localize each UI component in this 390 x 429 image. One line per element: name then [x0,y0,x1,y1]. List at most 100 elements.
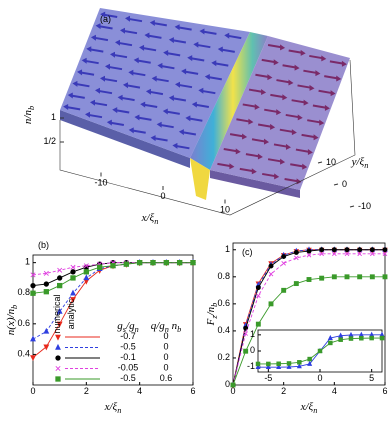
arrow-shaft [324,75,339,80]
arrow-shaft [303,69,318,75]
plot-frame [32,254,194,386]
arrow-shaft [75,82,90,88]
arrow-head [168,95,174,102]
arrow-head [270,123,276,130]
arrow-shaft [301,133,316,139]
legend-label: -0.7 [120,331,136,341]
arrow-shaft [273,143,289,148]
arrow-head [341,60,347,67]
arrow-shaft [120,96,135,102]
y-axis-label: n(x)/nb [5,305,20,335]
marker [190,259,196,266]
arrow-shaft [181,131,197,136]
legend-header: analytic [66,298,76,329]
arrow-shaft [154,77,169,83]
arrow-head [198,87,204,94]
arrow-head [150,135,156,142]
arrow-head [120,27,125,34]
marker [243,325,249,331]
marker [256,293,261,299]
arrow-head [229,163,235,170]
arrow-shaft [107,65,123,71]
arrow-head [280,158,286,165]
marker [344,251,350,257]
marker [348,336,354,341]
arrow-head [125,15,130,22]
marker [268,271,274,277]
marker [369,274,375,280]
arrow-shaft [165,110,180,115]
panel-label: (c) [242,247,253,257]
marker [286,363,292,369]
arrow-shaft [171,97,187,102]
arrow-head [149,20,155,27]
surface-dip-front [190,158,210,200]
marker [30,272,36,278]
legend-marker [55,365,61,372]
arrow-head [204,74,210,81]
arrow-shaft [98,25,113,30]
arrow-head [300,49,306,56]
arrow-head [276,109,282,116]
arrow-shaft [165,52,181,57]
x-tick-label: 6 [382,386,387,396]
y-tick-label: 0.6 [17,318,30,328]
marker [344,274,350,280]
arrow-head [151,75,157,82]
legend-label: -0.5 [120,373,136,383]
x-axis-label: x/ξn [104,401,122,416]
arrow-shaft [267,43,283,49]
x-tick-label: 4 [332,386,337,396]
arrow-shaft [242,103,257,108]
arrow-shaft [220,48,235,53]
marker [281,254,287,259]
arrow-head [86,46,92,53]
arrow-head [67,92,73,99]
marker [265,363,271,370]
marker [43,327,50,334]
arrow-head [95,87,100,94]
arrow-head [224,32,230,39]
arrow-shaft [70,94,85,99]
x-axis-label: x/ξn [300,401,318,416]
arrow-head [77,69,83,76]
arrow-shaft [227,34,242,40]
marker [338,332,344,338]
arrow-head [291,129,297,136]
arrow-shaft [112,53,128,59]
marker [43,270,49,276]
arrow-shaft [93,36,109,42]
marker [70,289,76,296]
arrow-head [157,62,163,69]
arrow-head [294,64,300,71]
arrow-head [90,34,96,41]
arrow-shaft [97,89,113,95]
marker [379,335,385,341]
arrow-head [145,88,151,95]
marker [370,251,375,257]
arrow-shaft [147,34,162,39]
y-tick-label: 10 [326,157,336,167]
y-tick-label: 0.4 [217,325,230,335]
x-tick-label: 0 [30,386,35,396]
arrow-head [140,101,146,108]
arrow-head [139,44,145,51]
arrow-shaft [103,13,118,18]
arrow-head [273,59,279,66]
arrow-shaft [160,64,175,70]
y-tick-label: 0.2 [217,352,230,362]
marker [70,269,76,275]
y-tick-label: 0 [250,345,255,355]
arrow-head [280,44,286,51]
marker [357,251,362,257]
arrow-shaft [190,57,205,62]
arrow-shaft [202,30,217,35]
marker [56,307,63,314]
marker [230,382,236,388]
arrow-head [319,119,325,126]
marker [286,361,292,366]
marker [30,355,36,362]
arrow-head [336,75,342,82]
arrow-head [144,32,150,39]
